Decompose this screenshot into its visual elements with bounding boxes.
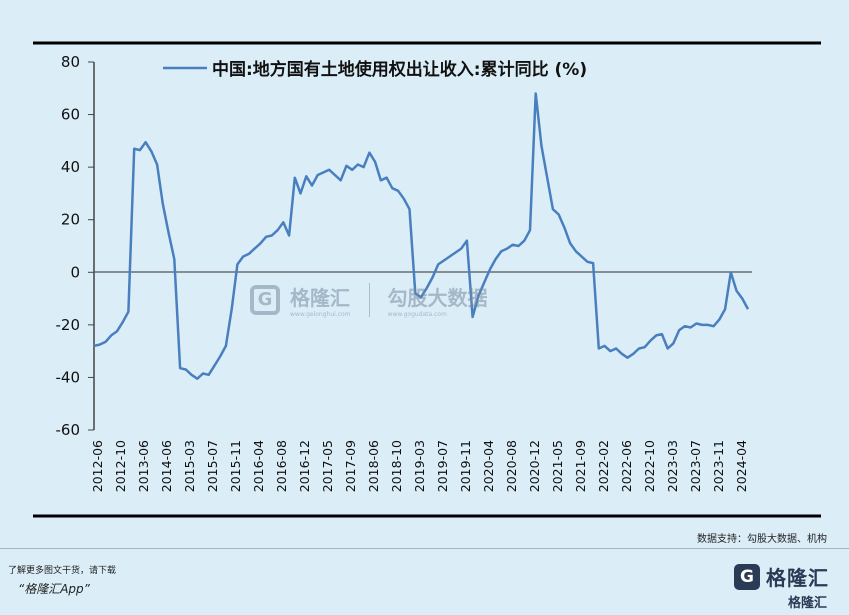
x-tick-label: 2016-12 <box>297 440 312 492</box>
watermark-brand-site: www.gelonghui.com <box>290 311 351 318</box>
footer-app-name: “格隆汇App” <box>18 582 90 596</box>
y-tick-label: 20 <box>61 211 80 229</box>
brand-logo: G 格隆汇 <box>734 562 829 591</box>
x-tick-label: 2016-04 <box>251 440 266 492</box>
y-axis-ticks: 80 60 40 20 0 -20 -40 -60 <box>56 53 94 439</box>
chart: 80 60 40 20 0 -20 -40 -60 2012-06 2012-10 2013-06… <box>33 41 821 518</box>
x-tick-label: 2013-06 <box>136 440 151 492</box>
watermark-brand: 格隆汇 <box>290 286 350 310</box>
y-tick-label: 0 <box>70 263 80 281</box>
x-tick-label: 2015-07 <box>205 440 220 492</box>
watermark-data-brand: 勾股大数据 <box>387 286 488 310</box>
y-tick-label: -40 <box>56 368 81 386</box>
x-tick-label: 2015-03 <box>182 440 197 492</box>
x-tick-label: 2024-04 <box>734 440 749 492</box>
legend: 中国:地方国有土地使用权出让收入:累计同比 (%) <box>163 59 587 80</box>
x-tick-label: 2012-10 <box>113 440 128 492</box>
x-tick-label: 2018-10 <box>389 440 404 492</box>
logo-text: 格隆汇 <box>766 566 829 590</box>
x-tick-label: 2022-06 <box>619 440 634 492</box>
logo-g-icon: G <box>734 563 760 590</box>
watermark-g-icon: G <box>250 285 280 315</box>
footer-note: 了解更多图文干货，请下载 <box>8 566 117 576</box>
x-tick-label: 2017-09 <box>343 440 358 492</box>
y-tick-label: -20 <box>56 316 81 334</box>
x-tick-label: 2020-12 <box>527 440 542 492</box>
x-tick-label: 2019-11 <box>458 440 473 492</box>
x-tick-label: 2015-11 <box>228 440 243 492</box>
logo-bottom-text: 格隆汇 <box>787 596 827 611</box>
x-tick-label: 2019-07 <box>435 440 450 492</box>
x-tick-label: 2020-08 <box>504 440 519 492</box>
footer-divider <box>0 548 849 549</box>
watermark-divider <box>368 283 370 317</box>
x-tick-label: 2016-08 <box>274 440 289 492</box>
watermark-data-site: www.gogudata.com <box>387 311 447 318</box>
source-text: 数据支持：勾股大数据、机构 <box>697 534 827 545</box>
watermark: G 格隆汇 www.gelonghui.com 勾股大数据 www.goguda… <box>250 282 488 318</box>
y-tick-label: -60 <box>56 421 81 439</box>
x-tick-label: 2017-05 <box>320 440 335 492</box>
x-tick-label: 2019-03 <box>412 440 427 492</box>
x-tick-label: 2021-09 <box>573 440 588 492</box>
x-tick-label: 2018-06 <box>366 440 381 492</box>
y-tick-label: 40 <box>61 158 80 176</box>
legend-label: 中国:地方国有土地使用权出让收入:累计同比 (%) <box>212 59 587 80</box>
x-tick-label: 2023-11 <box>711 440 726 492</box>
y-tick-label: 80 <box>61 53 80 71</box>
y-tick-label: 60 <box>61 106 80 124</box>
x-tick-label: 2014-06 <box>159 440 174 492</box>
x-tick-label: 2022-02 <box>596 440 611 492</box>
x-tick-label: 2023-07 <box>688 440 703 492</box>
x-tick-label: 2020-04 <box>481 440 496 492</box>
x-tick-label: 2022-10 <box>642 440 657 492</box>
x-tick-label: 2012-06 <box>90 440 105 492</box>
series-line <box>93 92 750 380</box>
x-tick-label: 2021-05 <box>550 440 565 492</box>
x-tick-label: 2023-03 <box>665 440 680 492</box>
x-axis-ticks: 2012-06 2012-10 2013-06 2014-06 2015-03 2015-… <box>90 440 749 492</box>
